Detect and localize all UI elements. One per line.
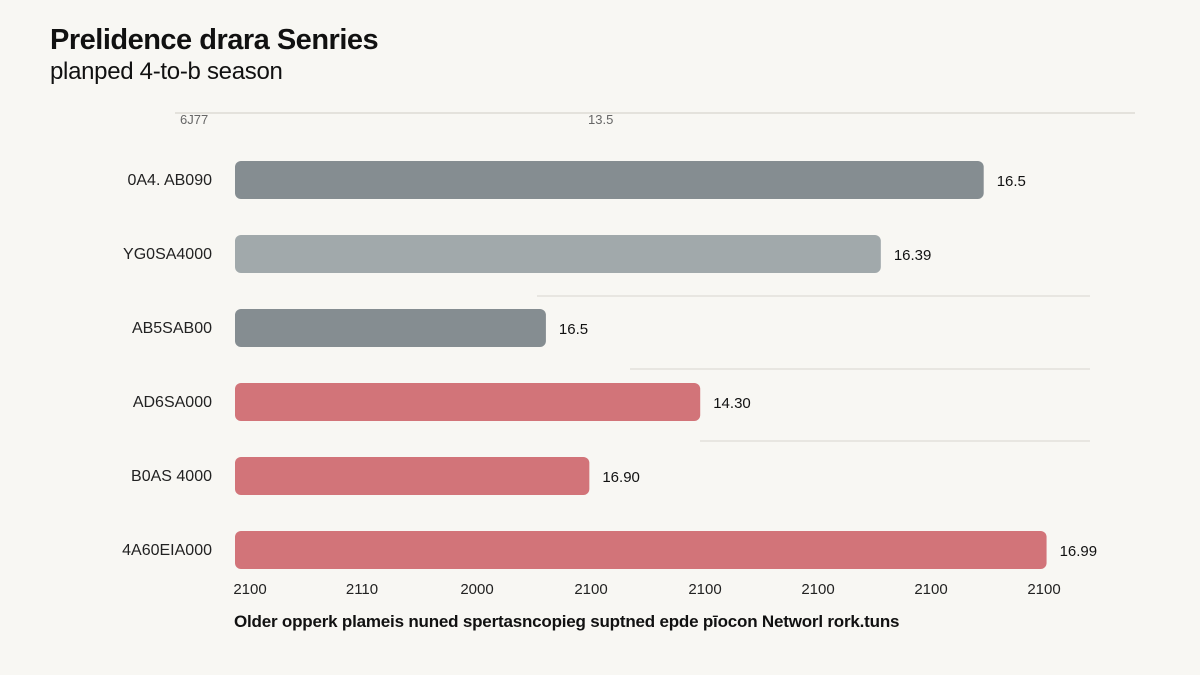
- x-tick-label: 2100: [574, 581, 607, 598]
- x-tick-label: 2100: [233, 581, 266, 598]
- value-label: 16.90: [602, 469, 640, 486]
- x-tick-label: 2100: [1027, 581, 1060, 598]
- category-label: B0AS 4000: [131, 468, 212, 485]
- chart-title: Prelidence drara Senries: [50, 24, 379, 56]
- category-label: YG0SA4000: [123, 246, 212, 263]
- bar: [235, 457, 590, 495]
- x-tick-label: 2100: [688, 581, 721, 598]
- x-tick-label: 2100: [801, 581, 834, 598]
- top-tick-label: 6J77: [180, 112, 208, 127]
- value-label: 14.30: [713, 395, 751, 412]
- category-label: 4A60EIA000: [122, 542, 212, 559]
- value-label: 16.5: [559, 321, 588, 338]
- chart-footnote: Older opperk plameis nuned spertasncopie…: [234, 612, 900, 631]
- value-label: 16.5: [997, 173, 1026, 190]
- x-tick-label: 2110: [346, 581, 378, 598]
- chart-subtitle: planped 4-to-b season: [50, 58, 283, 85]
- value-label: 16.99: [1060, 543, 1098, 560]
- bar: [235, 235, 881, 273]
- bar: [235, 383, 701, 421]
- x-tick-label: 2000: [460, 581, 493, 598]
- bar: [235, 309, 546, 347]
- bar: [235, 531, 1047, 569]
- value-label: 16.39: [894, 247, 932, 264]
- category-label: 0A4. AB090: [127, 172, 212, 189]
- top-tick-label: 13.5: [588, 112, 613, 127]
- category-label: AD6SA000: [133, 394, 212, 411]
- category-label: AB5SAB00: [132, 320, 212, 337]
- x-tick-label: 2100: [914, 581, 947, 598]
- bar: [235, 161, 984, 199]
